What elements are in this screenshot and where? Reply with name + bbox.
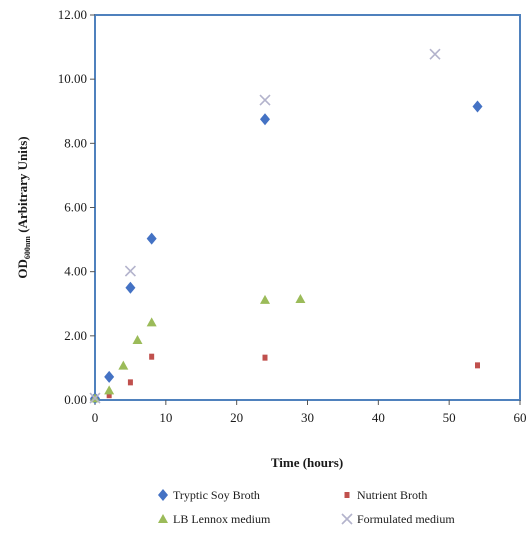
point-tryptic-soy-broth xyxy=(104,370,115,383)
legend-marker-formulated-medium xyxy=(341,513,353,525)
y-tick-label: 4.00 xyxy=(64,264,87,279)
legend-label-nutrient-broth: Nutrient Broth xyxy=(357,488,427,502)
x-axis-label: Time (hours) xyxy=(271,455,343,470)
x-tick-label: 0 xyxy=(92,410,99,425)
point-lb-lennox-medium xyxy=(260,294,270,304)
y-axis-label-prefix: OD xyxy=(15,259,30,279)
legend-marker-nutrient-broth xyxy=(344,492,350,498)
point-tryptic-soy-broth xyxy=(260,113,270,126)
point-lb-lennox-medium xyxy=(104,385,115,395)
x-tick-label: 40 xyxy=(372,410,385,425)
x-tick-label: 10 xyxy=(159,410,172,425)
y-tick-label: 10.00 xyxy=(58,71,87,86)
y-axis-label-suffix: (Arbitrary Units) xyxy=(15,136,30,236)
point-nutrient-broth xyxy=(127,379,133,386)
point-tryptic-soy-broth xyxy=(472,100,483,113)
legend-label-formulated-medium: Formulated medium xyxy=(357,512,455,526)
plot-area xyxy=(94,14,521,401)
x-tick-label: 20 xyxy=(230,410,243,425)
x-tick-label: 60 xyxy=(514,410,527,425)
legend-marker-lb-lennox-medium xyxy=(158,514,168,523)
y-tick-label: 2.00 xyxy=(64,328,87,343)
x-tick-label: 50 xyxy=(443,410,456,425)
point-tryptic-soy-broth xyxy=(146,232,157,245)
point-lb-lennox-medium xyxy=(295,293,306,303)
x-tick-label: 30 xyxy=(301,410,314,425)
y-tick-label: 0.00 xyxy=(64,392,87,407)
legend-label-lb-lennox-medium: LB Lennox medium xyxy=(173,512,271,526)
x-axis-ticks: 0 10 20 30 40 50 60 xyxy=(92,400,527,425)
point-lb-lennox-medium xyxy=(132,335,143,345)
y-axis-ticks: 0.00 2.00 4.00 6.00 8.00 10.00 12.00 xyxy=(58,7,95,407)
data-marks xyxy=(89,48,483,405)
y-axis-label-subscript: 600nm xyxy=(23,236,32,259)
legend: Tryptic Soy Broth Nutrient Broth LB Lennox… xyxy=(158,488,455,526)
y-tick-label: 8.00 xyxy=(64,135,87,150)
point-formulated-medium xyxy=(429,48,441,60)
point-tryptic-soy-broth xyxy=(125,281,136,294)
y-tick-label: 6.00 xyxy=(64,200,87,215)
legend-label-tryptic-soy-broth: Tryptic Soy Broth xyxy=(173,488,260,502)
point-nutrient-broth xyxy=(149,353,155,360)
point-lb-lennox-medium xyxy=(118,360,129,370)
legend-marker-tryptic-soy-broth xyxy=(158,489,168,501)
point-formulated-medium xyxy=(89,392,101,404)
y-axis-label: OD600nm (Arbitrary Units) xyxy=(15,136,32,278)
point-formulated-medium xyxy=(124,265,136,277)
point-lb-lennox-medium xyxy=(146,317,157,327)
y-tick-label: 12.00 xyxy=(58,7,87,22)
point-nutrient-broth xyxy=(262,354,268,361)
point-formulated-medium xyxy=(259,94,271,106)
point-nutrient-broth xyxy=(475,362,480,369)
point-nutrient-broth xyxy=(106,392,112,399)
